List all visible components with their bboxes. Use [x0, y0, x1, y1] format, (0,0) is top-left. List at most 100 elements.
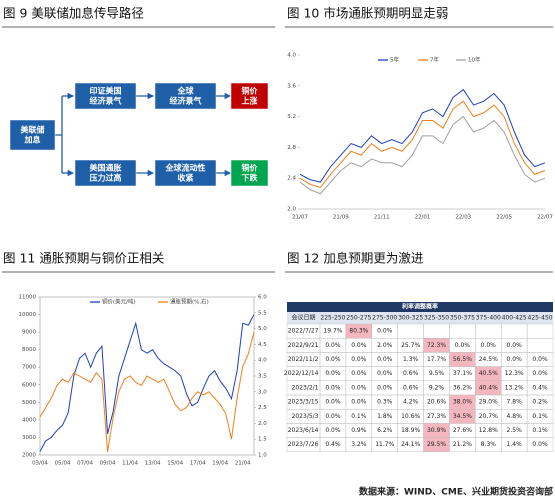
table-cell	[526, 437, 554, 453]
figure-title: 图 12 加息预期更为激进	[287, 251, 424, 266]
table-cell-text: 0.0%	[377, 356, 393, 363]
node	[154, 82, 217, 110]
table-cell-text: 0.0%	[325, 427, 341, 434]
node-label: 美联储	[21, 125, 45, 135]
table-cell-text: 0.0%	[351, 370, 367, 377]
x-tick-label: 21/09	[333, 215, 349, 221]
table-cell-text: 0.1%	[532, 427, 548, 434]
node-label: 压力过高	[90, 173, 122, 183]
table-cell-text: 0.0%	[325, 342, 341, 349]
series-line	[39, 314, 255, 452]
table-cell-text: 0.6%	[403, 370, 419, 377]
y2-tick-label: 4.5	[258, 342, 267, 348]
node-label: 上涨	[242, 96, 258, 106]
table-caption-bg	[287, 302, 553, 312]
x-tick-label: 11/04	[122, 461, 138, 467]
footer: 数据来源：WIND、CME、兴业期货投资咨询部	[359, 486, 553, 498]
y-tick-label: 5000	[22, 400, 36, 406]
y-tick-label: 7000	[22, 365, 36, 371]
table-header: 400-425	[502, 315, 527, 322]
table-cell-text: 0.0%	[455, 342, 471, 349]
x-tick-label: 22/05	[496, 215, 512, 221]
y-tick-label: 6000	[22, 382, 36, 388]
table-cell-text: 0.4%	[532, 384, 548, 391]
table-cell-text: 17.7%	[427, 356, 446, 363]
series-line	[299, 88, 546, 183]
table-cell-text: 40.5%	[479, 370, 498, 377]
x-tick-label: 22/07	[537, 215, 553, 221]
table-cell-text: 0.9%	[351, 427, 367, 434]
series-line	[39, 331, 255, 452]
highlight-cell	[449, 352, 476, 367]
table-cell-text: 0.0%	[325, 370, 341, 377]
node	[74, 82, 137, 110]
x-tick-label: 17/04	[190, 461, 206, 467]
y-tick-label: 3000	[22, 435, 36, 441]
table-header: 325-350	[424, 315, 449, 322]
table-cell-text: 29.0%	[479, 399, 498, 406]
y-tick-label: 4.0	[287, 53, 296, 59]
table-cell-text: 2023/7/26	[288, 441, 319, 448]
y-tick-label: 4000	[22, 417, 36, 423]
table-cell-text: 0.0%	[532, 356, 548, 363]
node-label: 下跌	[242, 173, 259, 183]
y2-tick-label: 2.0	[258, 421, 267, 427]
y2-tick-label: 6.0	[258, 295, 267, 301]
table-cell-text: 0.0%	[377, 370, 393, 377]
table-cell-text: 0.0%	[325, 356, 341, 363]
highlight-cell	[449, 395, 476, 410]
table-cell-text: 2023/5/3	[292, 413, 319, 420]
table-header: 350-375	[450, 315, 475, 322]
table-cell	[526, 323, 554, 339]
highlight-cell	[475, 366, 502, 381]
highlight-cell	[423, 423, 450, 438]
table-cell-text: 4.2%	[403, 399, 419, 406]
node-label: 印证美国	[90, 86, 122, 96]
y-tick-label: 10000	[19, 312, 37, 318]
node	[154, 159, 217, 187]
table-cell-text: 12.3%	[505, 370, 524, 377]
table-cell	[501, 323, 528, 339]
table-cell-text: 0.0%	[481, 342, 497, 349]
highlight-cell	[423, 338, 450, 353]
y-tick-label: 3.2	[287, 114, 296, 120]
table-cell-text: 2023/6/14	[288, 427, 319, 434]
table-cell-text: 36.2%	[453, 384, 472, 391]
table-cell-text: 27.3%	[427, 413, 446, 420]
table-cell-text: 1.4%	[507, 441, 523, 448]
table-caption: 利率调整概率	[401, 303, 438, 311]
y2-tick-label: 3.5	[258, 374, 267, 380]
table-cell-text: 30.9%	[427, 427, 446, 434]
node-label: 收紧	[178, 173, 194, 183]
table-cell-text: 24.1%	[401, 441, 420, 448]
table-cell-text: 2.0%	[377, 342, 393, 349]
legend-label: 10年	[468, 56, 481, 64]
table-cell-text: 10.6%	[401, 413, 420, 420]
table-cell-text: 80.3%	[349, 328, 368, 335]
y2-tick-label: 2.5	[258, 405, 267, 411]
table-header: 375-400	[476, 315, 501, 322]
table-cell-text: 0.0%	[351, 342, 367, 349]
table-cell-text: 6.2%	[377, 427, 393, 434]
highlight-cell	[345, 324, 372, 339]
table-cell	[449, 323, 476, 339]
table-cell-text: 13.2%	[505, 384, 524, 391]
legend-label: 通胀预期(%,右)	[170, 298, 209, 306]
node-label: 经济景气	[170, 96, 202, 106]
table-cell-text: 2022/9/21	[288, 342, 319, 349]
table-cell-text: 27.6%	[453, 427, 472, 434]
node	[230, 82, 269, 110]
node-label: 铜价	[242, 86, 259, 96]
table-cell-text: 1.3%	[403, 356, 419, 363]
series-line	[299, 115, 546, 195]
table-cell-text: 2023/3/15	[288, 399, 319, 406]
table-cell-text: 0.6%	[403, 384, 419, 391]
y2-tick-label: 1.5	[258, 437, 267, 443]
table-cell	[475, 323, 502, 339]
x-tick-label: 22/01	[415, 215, 431, 221]
y2-tick-label: 4.0	[258, 358, 267, 364]
table-cell-text: 2022/12/14	[284, 370, 319, 377]
node	[230, 159, 269, 187]
node-label: 全球	[177, 86, 195, 96]
table-cell-text: 0.2%	[532, 399, 548, 406]
